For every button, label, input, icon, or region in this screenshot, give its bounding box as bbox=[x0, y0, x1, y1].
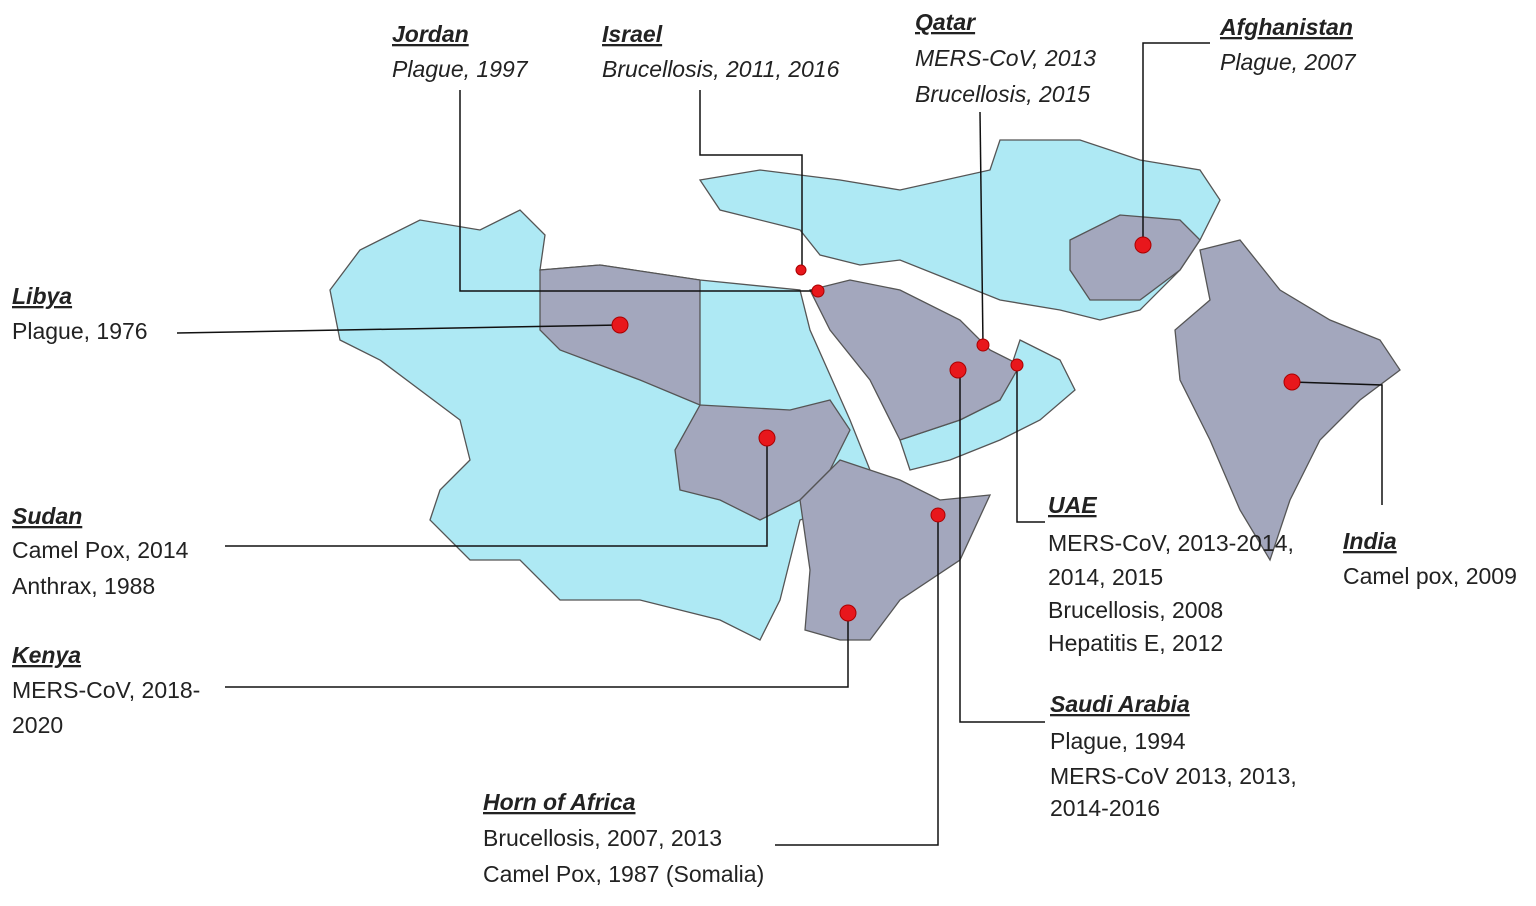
map bbox=[329, 139, 1401, 641]
label-title: Horn of Africa bbox=[483, 789, 636, 815]
marker bbox=[811, 284, 825, 298]
marker bbox=[1010, 358, 1024, 372]
label-line: MERS-CoV 2013, 2013, bbox=[1050, 763, 1297, 789]
label-title: Qatar bbox=[915, 9, 976, 35]
markers bbox=[611, 236, 1301, 622]
label-title: Saudi Arabia bbox=[1050, 691, 1190, 717]
leader-line bbox=[1142, 42, 1210, 245]
label-line: Plague, 1976 bbox=[12, 318, 148, 344]
leader-line bbox=[959, 370, 1045, 723]
north-africa bbox=[329, 209, 871, 641]
label-line: MERS-CoV, 2013-2014, bbox=[1048, 530, 1294, 556]
label-title: Jordan bbox=[392, 21, 469, 47]
label-line: 2014-2016 bbox=[1050, 795, 1160, 821]
libya bbox=[539, 264, 701, 406]
leader-line bbox=[775, 515, 939, 846]
labels: Jordan Plague, 1997 Israel Brucellosis, … bbox=[12, 9, 1517, 887]
label-title: Israel bbox=[602, 21, 663, 47]
label-line: Camel pox, 2009 bbox=[1343, 563, 1517, 589]
leader-line bbox=[699, 90, 803, 270]
afghanistan bbox=[1069, 214, 1201, 301]
leader-line bbox=[225, 613, 849, 688]
label-line: 2014, 2015 bbox=[1048, 564, 1163, 590]
label-title: Kenya bbox=[12, 642, 81, 668]
marker bbox=[758, 429, 776, 447]
label-line: 2020 bbox=[12, 712, 63, 738]
india bbox=[1174, 239, 1401, 562]
leader-line bbox=[459, 90, 818, 292]
label-title: UAE bbox=[1048, 492, 1097, 518]
marker bbox=[976, 338, 990, 352]
label-line: Brucellosis, 2011, 2016 bbox=[602, 56, 840, 82]
label-line: Plague, 1997 bbox=[392, 56, 529, 82]
leader-line bbox=[1016, 365, 1045, 523]
marker bbox=[1134, 236, 1152, 254]
label-line: Plague, 2007 bbox=[1220, 49, 1357, 75]
marker bbox=[839, 604, 857, 622]
leader-line bbox=[979, 111, 984, 346]
marker bbox=[930, 507, 946, 523]
label-line: Camel Pox, 1987 (Somalia) bbox=[483, 861, 764, 887]
label-line: Hepatitis E, 2012 bbox=[1048, 630, 1223, 656]
leader-line bbox=[1291, 381, 1383, 505]
horn-of-africa bbox=[799, 459, 992, 641]
label-line: Brucellosis, 2008 bbox=[1048, 597, 1223, 623]
leader-lines bbox=[176, 42, 1383, 846]
arabia bbox=[809, 279, 1021, 441]
leader-line bbox=[176, 324, 621, 334]
label-line: Brucellosis, 2007, 2013 bbox=[483, 825, 722, 851]
label-title: Libya bbox=[12, 283, 72, 309]
marker bbox=[1283, 373, 1301, 391]
label-title: Sudan bbox=[12, 503, 82, 529]
label-title: India bbox=[1343, 528, 1397, 554]
label-line: MERS-CoV, 2018- bbox=[12, 677, 200, 703]
label-line: Camel Pox, 2014 bbox=[12, 537, 189, 563]
label-line: Anthrax, 1988 bbox=[12, 573, 155, 599]
label-line: Plague, 1994 bbox=[1050, 728, 1186, 754]
label-title: Afghanistan bbox=[1219, 14, 1353, 40]
marker bbox=[611, 316, 629, 334]
marker bbox=[949, 361, 967, 379]
leader-line bbox=[225, 438, 768, 547]
label-line: Brucellosis, 2015 bbox=[915, 81, 1090, 107]
label-line: MERS-CoV, 2013 bbox=[915, 45, 1096, 71]
marker bbox=[795, 264, 807, 276]
